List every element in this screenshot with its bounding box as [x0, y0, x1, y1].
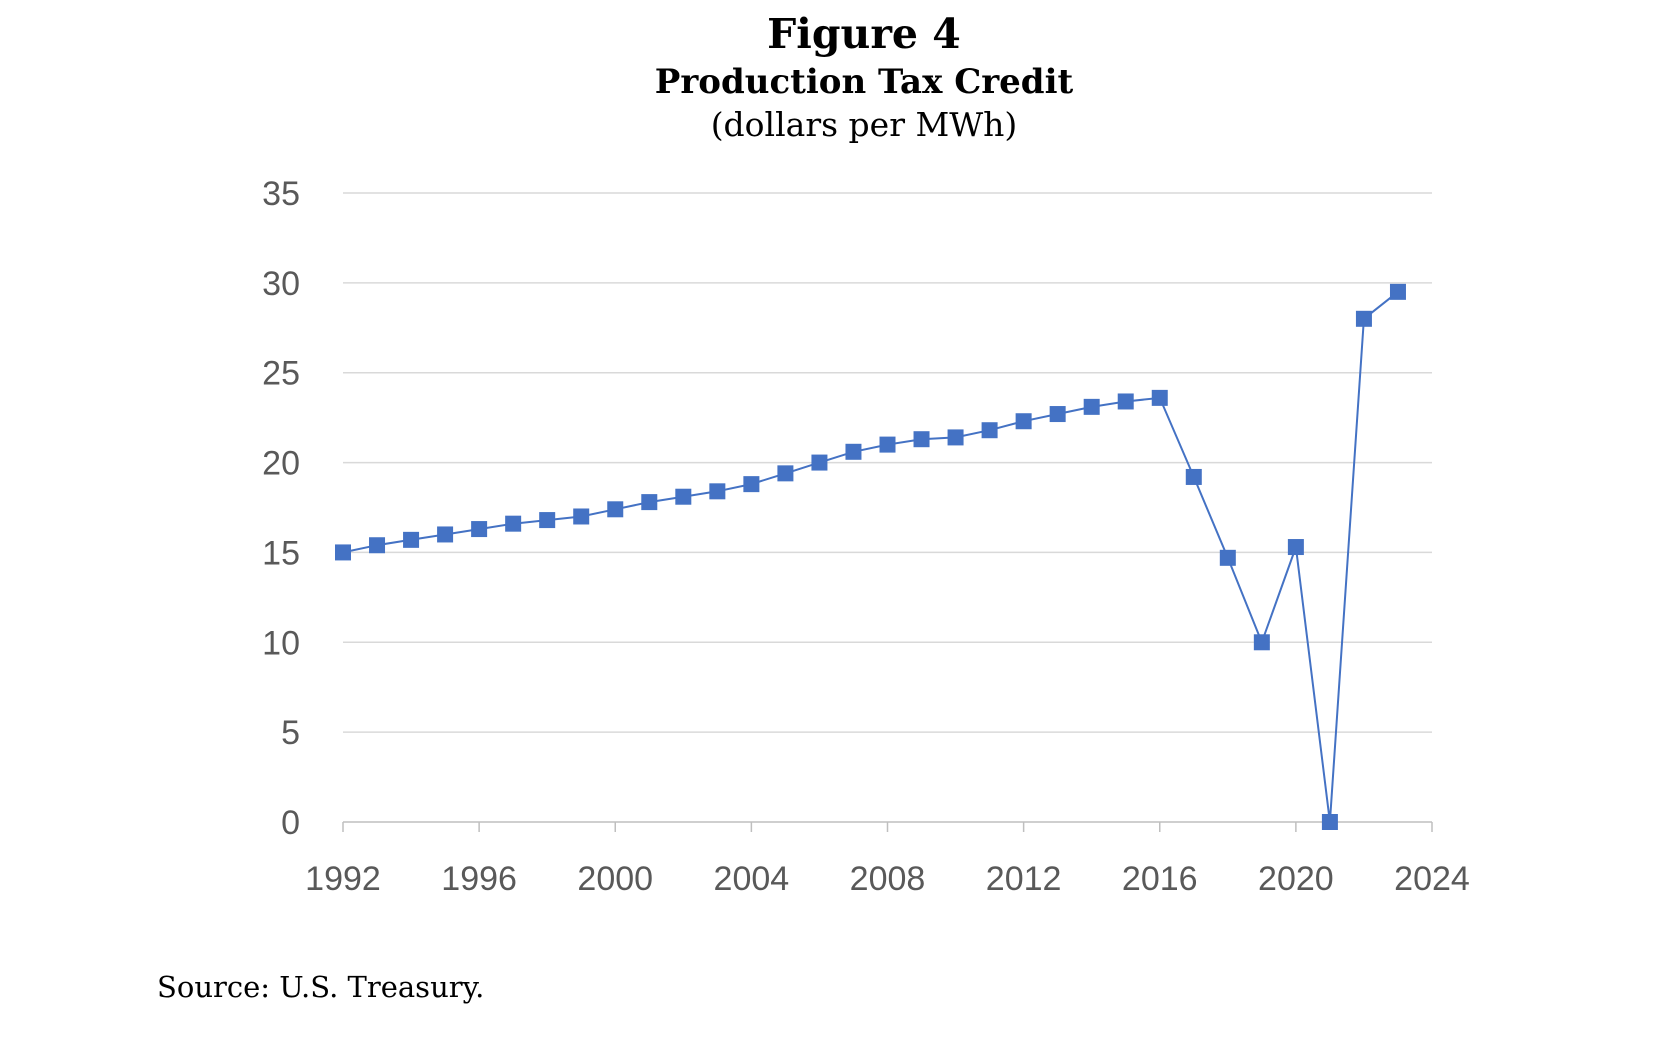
chart-subtitle: (dollars per MWh): [710, 105, 1018, 144]
y-tick-label-25: 25: [262, 355, 300, 393]
y-tick-label-0: 0: [281, 804, 300, 842]
data-point-2013: [1049, 406, 1066, 423]
y-tick-label-20: 20: [262, 445, 300, 483]
gridlines: [343, 192, 1432, 733]
x-tick-label-2012: 2012: [986, 860, 1062, 898]
figure-number: Figure 4: [767, 10, 961, 58]
x-tick-label-1992: 1992: [305, 860, 381, 898]
data-point-1996: [471, 521, 488, 538]
data-point-1994: [403, 531, 420, 548]
data-point-2015: [1117, 393, 1134, 410]
data-point-2019: [1253, 634, 1270, 651]
data-point-2020: [1287, 539, 1304, 556]
data-point-2021: [1321, 814, 1338, 830]
data-point-2017: [1185, 468, 1202, 485]
y-tick-label-30: 30: [262, 265, 300, 303]
data-point-2018: [1219, 549, 1236, 566]
x-tick-label-2020: 2020: [1258, 860, 1334, 898]
data-point-2007: [845, 443, 862, 460]
data-point-2009: [913, 431, 930, 448]
data-point-2022: [1355, 310, 1372, 327]
data-point-1993: [369, 537, 386, 554]
data-point-2003: [709, 483, 726, 500]
x-axis: [342, 821, 1433, 832]
chart-title: Production Tax Credit: [654, 62, 1074, 102]
data-point-2002: [675, 488, 692, 505]
data-point-1992: [335, 544, 351, 561]
data-point-2004: [743, 476, 760, 493]
data-point-2010: [947, 429, 964, 446]
x-tick-label-1996: 1996: [441, 860, 517, 898]
data-point-2005: [777, 465, 794, 482]
y-tick-label-5: 5: [281, 714, 300, 752]
series-line: [342, 291, 1399, 823]
data-point-2016: [1151, 389, 1168, 406]
data-point-1995: [437, 526, 454, 543]
data-point-2006: [811, 454, 828, 471]
y-tick-label-35: 35: [262, 175, 300, 213]
y-tick-label-10: 10: [262, 624, 300, 662]
data-point-1998: [539, 512, 556, 529]
data-point-2001: [641, 494, 658, 511]
source-note: Source: U.S. Treasury.: [157, 970, 485, 1004]
x-axis-tick-labels: 1992 1996 2000 2004 2008 2012 2016 2020 2024: [305, 860, 1470, 898]
x-tick-label-2000: 2000: [577, 860, 653, 898]
data-point-2023: [1389, 283, 1406, 300]
x-tick-label-2024: 2024: [1394, 860, 1470, 898]
data-point-1999: [573, 508, 590, 525]
data-point-2011: [981, 422, 998, 439]
x-tick-label-2016: 2016: [1122, 860, 1198, 898]
data-point-2000: [607, 501, 624, 518]
y-axis-tick-labels: 0 5 10 15 20 25 30 35: [262, 175, 300, 842]
y-tick-label-15: 15: [262, 534, 300, 572]
x-tick-label-2004: 2004: [714, 860, 790, 898]
data-point-2014: [1083, 398, 1100, 415]
data-point-2008: [879, 436, 896, 453]
data-point-2012: [1015, 413, 1032, 430]
series-production-tax-credit: [335, 283, 1406, 830]
x-tick-label-2008: 2008: [850, 860, 926, 898]
data-point-1997: [505, 515, 522, 532]
